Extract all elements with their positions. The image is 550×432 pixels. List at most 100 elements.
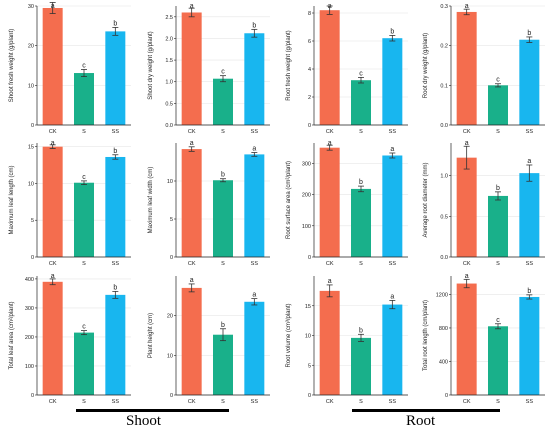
y-tick-label: 400 <box>25 277 34 283</box>
y-tick-label: 2.5 <box>165 15 173 21</box>
bar-chart: a CK b Sa SS 0 100 200 300 Root surface area (cm²… <box>286 140 408 267</box>
significance-letter: c <box>82 324 86 331</box>
y-tick-label: 400 <box>439 359 448 365</box>
bar-ck <box>181 287 202 395</box>
significance-letter: a <box>190 277 194 284</box>
x-tick-label: SS <box>251 129 259 135</box>
y-tick-label: 15 <box>305 304 311 310</box>
y-tick-label: 2.0 <box>165 36 173 42</box>
bar-chart: a CK c Sb SS 0 10 20 30 Shoot fresh weight (g/pla… <box>9 2 131 135</box>
bar-ck <box>181 12 202 126</box>
bar-ss <box>519 173 540 257</box>
bar-s <box>351 188 371 257</box>
significance-letter: c <box>221 69 225 76</box>
bar-ck <box>456 11 477 126</box>
bar-s <box>488 195 508 257</box>
x-tick-label: S <box>82 261 86 267</box>
significance-letter: a <box>51 3 55 10</box>
y-axis-label: Maximum leaf width (cm) <box>148 167 154 234</box>
bar-ck <box>456 283 477 395</box>
y-tick-label: 0 <box>445 393 448 399</box>
bar-s <box>74 73 94 125</box>
y-tick-label: 300 <box>25 306 34 312</box>
y-axis-label: Root dry weight (g/plant) <box>423 33 429 98</box>
y-axis-label: Shoot dry weight (g/plant) <box>148 31 154 99</box>
y-tick-label: 8 <box>308 11 311 17</box>
x-tick-label: S <box>221 261 225 267</box>
y-tick-label: 5 <box>31 218 34 224</box>
significance-letter: b <box>113 20 117 27</box>
bar-ck <box>42 146 63 257</box>
significance-letter: b <box>113 148 117 155</box>
y-tick-label: 10 <box>28 181 34 187</box>
bar-s <box>74 332 94 395</box>
y-tick-label: 100 <box>302 224 311 230</box>
y-tick-label: 6 <box>308 39 311 45</box>
y-tick-label: 0.3 <box>440 4 448 10</box>
significance-letter: b <box>252 22 256 29</box>
x-tick-label: CK <box>463 399 471 405</box>
x-tick-label: SS <box>526 399 534 405</box>
bar-chart: a CK b Sa SS 0 5 10 15 Root volume (cm³/plant) <box>286 276 408 405</box>
y-tick-label: 0.5 <box>440 214 448 220</box>
x-tick-label: CK <box>463 261 471 267</box>
y-tick-label: 0 <box>170 393 173 399</box>
bar-chart: a CK b Sa SS 0.0 0.5 1.0 Average root diameter (… <box>423 140 545 267</box>
bar-ss <box>382 38 403 126</box>
bar-s <box>213 78 233 125</box>
bar-ck <box>42 7 63 126</box>
significance-letter: a <box>328 3 332 10</box>
significance-letter: a <box>328 278 332 285</box>
x-tick-label: S <box>82 129 86 135</box>
y-tick-label: 0.2 <box>440 44 448 50</box>
y-tick-label: 0 <box>31 255 34 261</box>
x-tick-label: S <box>221 399 225 405</box>
significance-letter: a <box>190 140 194 147</box>
bar-ck <box>319 290 340 395</box>
significance-letter: b <box>221 172 225 179</box>
y-tick-label: 10 <box>305 334 311 340</box>
shoot-group-label: Shoot <box>126 413 162 429</box>
y-tick-label: 10 <box>28 83 34 89</box>
y-tick-label: 20 <box>167 314 173 320</box>
bar-ck <box>181 149 202 257</box>
y-tick-label: 4 <box>308 67 311 73</box>
bar-chart: a CK c Sb SS 0 2 4 6 8 Root fresh weight (g/plant) <box>286 3 408 135</box>
x-tick-label: CK <box>463 129 471 135</box>
x-tick-label: SS <box>112 129 120 135</box>
significance-letter: b <box>359 327 363 334</box>
y-tick-label: 30 <box>28 4 34 10</box>
x-tick-label: CK <box>49 129 57 135</box>
shoot-group-line <box>76 409 229 412</box>
significance-letter: b <box>221 322 225 329</box>
bar-ck <box>456 157 477 257</box>
y-tick-label: 0 <box>170 255 173 261</box>
y-axis-label: Root volume (cm³/plant) <box>286 303 292 367</box>
x-tick-label: SS <box>112 399 120 405</box>
bar-chart: a CK c Sb SS 0 5 10 15 Maximum leaf length (cm) <box>9 140 131 267</box>
x-tick-label: S <box>359 261 363 267</box>
x-tick-label: CK <box>188 399 196 405</box>
y-axis-label: Root surface area (cm²/plant) <box>286 161 292 239</box>
significance-letter: a <box>465 3 469 10</box>
bar-ck <box>319 10 340 126</box>
bar-ss <box>105 156 126 257</box>
y-tick-label: 0.0 <box>440 123 448 129</box>
y-axis-label: Total root length (cm/plant) <box>423 300 429 371</box>
x-tick-label: S <box>221 129 225 135</box>
x-tick-label: S <box>82 399 86 405</box>
y-tick-label: 1.0 <box>440 174 448 180</box>
y-tick-label: 20 <box>28 44 34 50</box>
bar-chart: a CK c Sb SS 0 400 800 1200 Total root length (cm… <box>423 273 545 405</box>
x-tick-label: SS <box>526 261 534 267</box>
y-axis-label: Plant height (cm) <box>148 313 154 358</box>
significance-letter: a <box>51 140 55 147</box>
significance-letter: c <box>496 77 500 84</box>
y-tick-label: 800 <box>439 326 448 332</box>
